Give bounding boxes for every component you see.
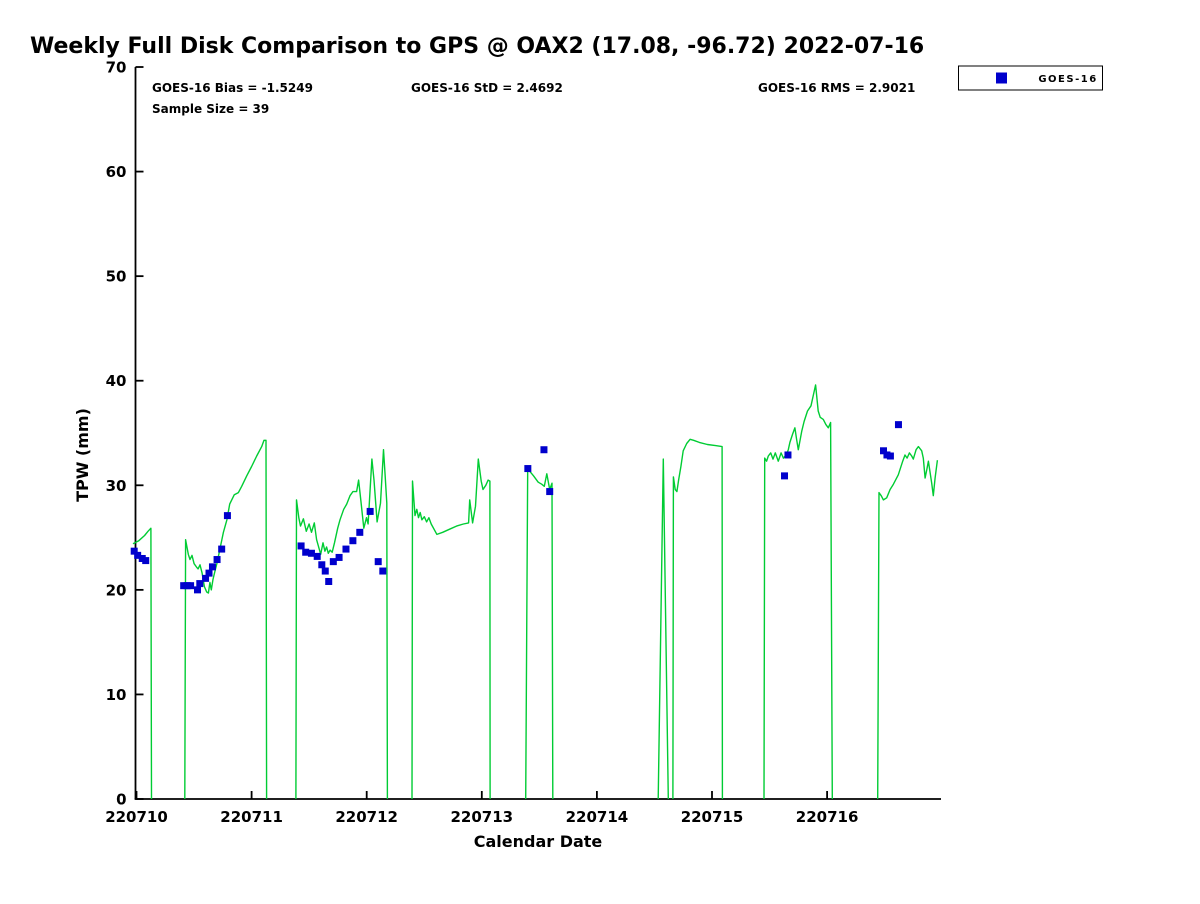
y-tick-label: 10 bbox=[106, 686, 127, 704]
goes16-marker bbox=[325, 577, 333, 585]
goes16-marker bbox=[349, 537, 357, 545]
goes16-marker bbox=[366, 507, 374, 515]
x-tick-label: 220716 bbox=[796, 808, 859, 826]
goes16-marker bbox=[342, 545, 350, 553]
goes16-marker bbox=[886, 452, 894, 460]
goes16-marker bbox=[223, 512, 231, 520]
y-tick-label: 50 bbox=[106, 268, 127, 286]
goes16-marker bbox=[142, 557, 150, 565]
x-tick-label: 220711 bbox=[220, 808, 283, 826]
goes16-marker bbox=[379, 567, 387, 575]
sample-size-annotation: Sample Size = 39 bbox=[152, 102, 269, 116]
y-tick-label: 30 bbox=[106, 477, 127, 495]
goes16-marker bbox=[524, 465, 532, 473]
gps-line-segment bbox=[411, 458, 491, 800]
goes16-marker bbox=[205, 569, 213, 577]
goes16-marker bbox=[307, 549, 315, 557]
goes16-marker bbox=[356, 528, 364, 536]
goes16-marker bbox=[313, 552, 321, 560]
goes16-marker bbox=[302, 548, 310, 556]
std-annotation: GOES-16 StD = 2.4692 bbox=[411, 81, 563, 95]
goes16-marker bbox=[218, 545, 226, 553]
y-tick-label: 60 bbox=[106, 163, 127, 181]
y-tick-label: 20 bbox=[106, 581, 127, 599]
goes16-marker bbox=[781, 472, 789, 480]
goes16-marker bbox=[321, 567, 329, 575]
goes16-marker bbox=[540, 446, 548, 454]
x-tick-label: 220713 bbox=[450, 808, 513, 826]
gps-line-segment bbox=[877, 445, 939, 800]
gps-line-segment bbox=[132, 527, 153, 800]
axes: 0 10 20 30 40 50 60 70 220710 220711 220712 220713 2… bbox=[105, 59, 941, 826]
goes16-marker bbox=[297, 542, 305, 550]
goes16-marker bbox=[894, 421, 902, 429]
x-tick-label: 220712 bbox=[335, 808, 398, 826]
y-tick-label: 40 bbox=[106, 372, 127, 390]
goes16-marker bbox=[318, 561, 326, 569]
gps-line-segment bbox=[525, 466, 554, 800]
y-axis-label: TPW (mm) bbox=[73, 408, 92, 502]
goes16-marker bbox=[130, 547, 138, 555]
gps-line-segment bbox=[657, 458, 669, 800]
x-tick-label: 220710 bbox=[105, 808, 168, 826]
gps-line-segment bbox=[184, 439, 268, 800]
goes16-marker bbox=[329, 558, 337, 566]
legend-box bbox=[958, 65, 1103, 91]
goes16-marker bbox=[374, 558, 382, 566]
goes16-marker bbox=[879, 447, 887, 455]
goes16-marker bbox=[213, 556, 221, 564]
goes16-marker-series bbox=[130, 421, 902, 594]
x-axis-label: Calendar Date bbox=[474, 832, 603, 851]
goes16-marker bbox=[784, 451, 792, 459]
gps-line-segment bbox=[763, 384, 833, 800]
goes16-marker bbox=[335, 553, 343, 561]
goes16-marker bbox=[194, 586, 202, 594]
goes16-marker bbox=[202, 574, 210, 582]
rms-annotation: GOES-16 RMS = 2.9021 bbox=[758, 81, 915, 95]
gps-line-segment bbox=[672, 438, 724, 800]
gps-line-segment bbox=[295, 449, 389, 800]
goes16-marker bbox=[196, 580, 204, 588]
goes16-marker bbox=[134, 551, 142, 559]
chart-title: Weekly Full Disk Comparison to GPS @ OAX… bbox=[30, 34, 924, 59]
goes16-marker bbox=[187, 582, 195, 590]
legend: GOES-16 bbox=[958, 65, 1103, 91]
bias-annotation: GOES-16 Bias = -1.5249 bbox=[152, 81, 313, 95]
y-tick-label: 70 bbox=[106, 59, 127, 77]
y-tick-label: 0 bbox=[116, 791, 126, 809]
goes16-legend-square-icon bbox=[996, 72, 1007, 84]
gps-line-series bbox=[132, 384, 939, 800]
goes16-marker bbox=[546, 488, 554, 496]
x-tick-label: 220715 bbox=[681, 808, 744, 826]
x-tick-label: 220714 bbox=[566, 808, 629, 826]
legend-entry-label: GOES-16 bbox=[1038, 74, 1097, 85]
goes16-marker bbox=[208, 563, 216, 571]
